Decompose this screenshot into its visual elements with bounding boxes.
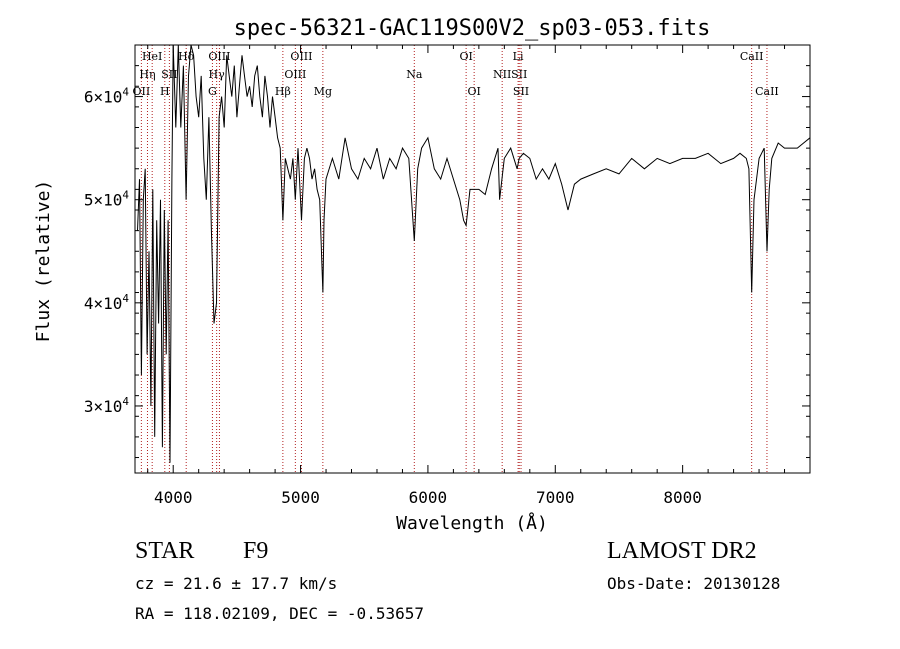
coordinates: RA = 118.02109, DEC = -0.53657: [135, 604, 424, 623]
line-marker-label: SII: [511, 68, 527, 81]
line-marker-label: CaII: [740, 50, 764, 63]
object-type: STAR: [135, 538, 195, 564]
y-axis-ticks: 3×104 4×104 5×104 6×104: [84, 65, 810, 459]
line-marker-label: Hβ: [275, 85, 291, 98]
y-tick-label: 6×104: [84, 86, 130, 107]
y-tick-label: 5×104: [84, 189, 130, 210]
y-tick-label: 3×104: [84, 395, 130, 416]
line-marker-label: H: [160, 85, 170, 98]
line-marker-label: Li: [513, 50, 524, 63]
observation-date: Obs-Date: 20130128: [607, 574, 781, 593]
line-marker-label: HeI: [142, 50, 162, 63]
line-marker-label: G: [208, 85, 217, 98]
x-tick-label: 5000: [281, 488, 320, 507]
spectrum-series: [137, 44, 811, 463]
y-axis-label: Flux (relative): [33, 180, 54, 343]
x-axis-label: Wavelength (Å): [396, 512, 548, 534]
line-marker-label: OIII: [208, 50, 230, 63]
x-axis-ticks: 4000 5000 6000 7000 8000: [147, 45, 786, 507]
line-marker-label: SII: [161, 68, 177, 81]
line-marker-label: OII: [133, 85, 151, 98]
x-tick-label: 8000: [663, 488, 702, 507]
redshift-velocity: cz = 21.6 ± 17.7 km/s: [135, 574, 338, 593]
x-tick-label: 6000: [409, 488, 448, 507]
spectrum-line: [137, 44, 811, 463]
line-marker-label: Hδ: [178, 50, 195, 63]
line-marker-label: NII: [493, 68, 511, 81]
line-marker-label: OI: [459, 50, 472, 63]
y-tick-label: 4×104: [84, 292, 130, 313]
x-tick-label: 7000: [536, 488, 575, 507]
line-marker-label: Hγ: [209, 68, 226, 81]
plot-frame: [134, 44, 811, 474]
line-marker-label: OIII: [284, 68, 306, 81]
line-marker-label: Mg: [314, 85, 332, 98]
line-marker-label: OI: [467, 85, 480, 98]
x-tick-label: 4000: [154, 488, 193, 507]
line-marker-label: OIII: [290, 50, 312, 63]
line-marker-label: Hη: [139, 68, 155, 81]
line-marker-label: SII: [513, 85, 529, 98]
chart-title: spec-56321-GAC119S00V2_sp03-053.fits: [234, 16, 711, 41]
object-subclass: F9: [243, 538, 269, 564]
line-marker-label: Na: [406, 68, 423, 81]
survey-name: LAMOST DR2: [607, 538, 757, 564]
spectral-line-markers: OIIHηHeIHSIIHδGHγOIIIHβOIIIOIIIMgNaOIOIN…: [133, 45, 779, 473]
line-marker-label: CaII: [755, 85, 779, 98]
